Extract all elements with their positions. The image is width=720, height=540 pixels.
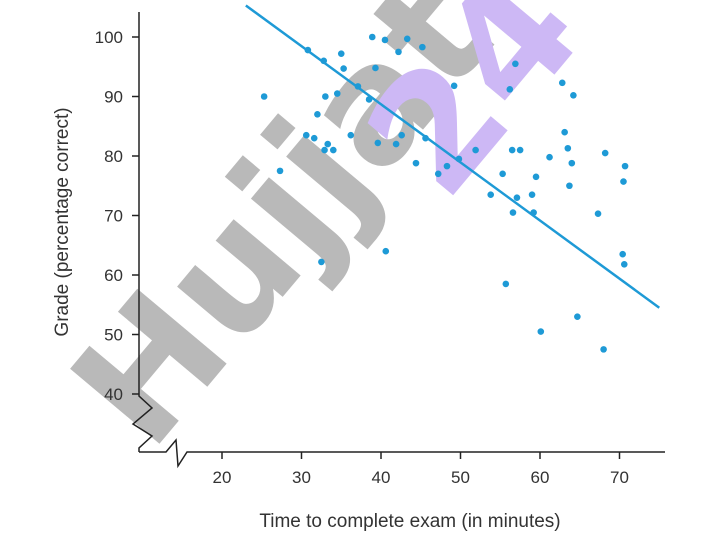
y-axis-title: Grade (percentage correct) [52,107,73,336]
data-point [516,146,524,154]
data-point [601,149,609,157]
x-axis [139,438,665,469]
data-point [564,144,572,152]
data-point [398,131,405,139]
data-point [506,86,514,93]
y-ticks: 40 50 60 70 80 90 100 [95,28,139,404]
y-tick-label: 40 [104,385,123,404]
data-point [499,170,506,178]
data-point [509,209,517,216]
data-point [310,134,318,142]
data-point [620,178,627,185]
axes [131,12,665,469]
data-point [487,191,495,198]
data-point [537,328,545,335]
data-point [395,48,402,56]
data-point [620,260,628,268]
data-point [508,146,516,154]
data-point [382,247,390,255]
data-point [530,209,537,216]
x-tick-label: 60 [531,468,550,487]
y-tick-label: 80 [104,147,123,166]
data-point [472,146,479,154]
data-point [302,131,310,139]
data-point [600,346,607,353]
data-point [276,167,284,175]
data-point [372,64,379,72]
data-point [260,93,268,100]
data-point [318,258,325,266]
data-points [260,33,629,353]
data-point [304,46,312,54]
x-tick-label: 20 [213,468,232,487]
x-axis-title: Time to complete exam (in minutes) [259,511,560,532]
data-point [450,82,458,90]
data-point [561,128,568,136]
x-tick-label: 40 [372,468,391,487]
data-point [568,159,576,167]
data-point [513,194,521,201]
x-tick-label: 70 [610,468,629,487]
data-point [422,134,429,142]
data-point [340,65,347,72]
x-ticks: 20 30 40 50 60 70 [213,452,629,487]
data-point [412,159,420,167]
data-point [330,146,337,154]
x-tick-label: 50 [451,468,470,487]
data-point [322,93,329,100]
data-point [621,162,629,170]
data-point [558,79,566,87]
data-point [532,173,540,181]
data-point [333,90,341,97]
y-tick-label: 60 [104,266,123,285]
data-point [566,182,573,190]
y-tick-label: 70 [104,207,123,226]
trendline-group [245,4,660,309]
data-point [502,280,510,288]
y-tick-label: 100 [95,28,123,47]
data-point [574,313,581,320]
y-axis [131,12,154,452]
data-point [392,140,400,148]
y-tick-label: 90 [104,88,123,107]
y-tick-label: 50 [104,326,123,345]
data-point [512,60,519,68]
data-point [321,146,328,154]
data-point [374,139,382,147]
data-point [314,111,321,118]
data-point [570,92,577,99]
data-point [354,83,362,90]
x-tick-label: 30 [292,468,311,487]
data-point [403,35,411,43]
trendline [245,4,660,309]
data-point [619,250,626,258]
data-point [434,170,442,178]
data-point [381,36,389,44]
data-point [419,43,426,51]
data-point [594,210,602,218]
data-point [455,155,463,163]
data-point [365,96,373,103]
data-point [347,131,355,139]
data-point [528,191,536,198]
data-point [546,153,553,161]
watermark: Hujjat 24 [36,0,617,479]
data-point [443,162,451,170]
data-point [368,33,376,41]
data-point [324,140,332,148]
data-point [337,50,345,57]
data-point [320,57,328,65]
